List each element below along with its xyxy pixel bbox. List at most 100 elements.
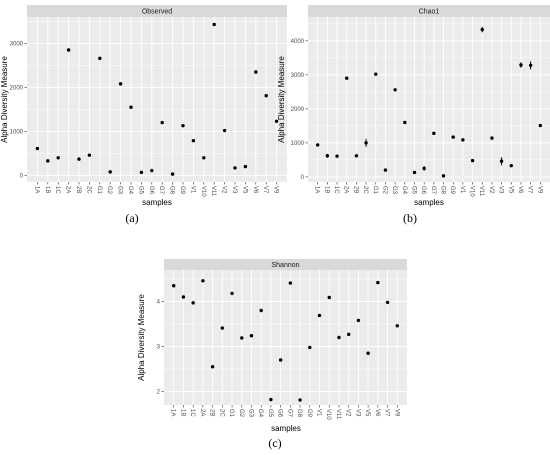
data-point: [354, 154, 359, 158]
x-tick-label: V11: [210, 186, 216, 197]
data-point: [118, 82, 123, 86]
x-tick-label: 2B: [75, 186, 81, 193]
data-point: [395, 324, 399, 328]
facet-title: Observed: [142, 9, 172, 16]
data-point: [499, 159, 504, 163]
data-point: [129, 105, 133, 109]
y-tick-label: 4: [157, 300, 161, 306]
x-tick-label: V11: [335, 409, 341, 420]
data-point: [220, 326, 225, 330]
x-tick-label: V9: [273, 186, 279, 194]
x-tick-label: V1: [189, 186, 195, 194]
data-point: [385, 300, 390, 305]
data-point: [264, 94, 268, 98]
data-point: [315, 143, 320, 147]
x-tick-label: 1A: [170, 409, 176, 416]
x-tick-label: G5: [410, 186, 416, 195]
data-point: [278, 358, 283, 362]
x-tick-label: G9: [306, 409, 312, 418]
y-tick-label: 2: [157, 390, 161, 396]
facet-title: Shannon: [271, 262, 299, 269]
x-tick-label: V5: [364, 409, 370, 417]
data-point: [139, 170, 144, 175]
data-point: [210, 365, 215, 369]
data-point: [441, 174, 446, 178]
x-tick-label: V2: [488, 186, 494, 194]
x-tick-label: 2A: [343, 186, 349, 193]
x-tick-label: 1A: [314, 186, 320, 193]
data-point: [274, 119, 279, 123]
x-tick-label: G6: [420, 186, 426, 195]
x-tick-label: V2: [345, 409, 351, 417]
x-tick-label: G4: [401, 186, 407, 195]
data-point: [317, 313, 322, 318]
x-tick-label: 1C: [54, 186, 60, 194]
x-tick-label: V7: [527, 186, 533, 194]
data-point: [412, 170, 417, 175]
x-tick-label: V9: [393, 409, 399, 417]
plot-panel: [164, 270, 407, 405]
x-axis-title: samples: [142, 198, 172, 207]
x-tick-label: G8: [296, 409, 302, 418]
data-point: [87, 153, 92, 157]
data-point: [366, 351, 370, 355]
x-tick-label: V7: [262, 186, 268, 194]
data-point: [254, 70, 258, 74]
x-tick-label: G2: [106, 186, 112, 195]
y-axis-title: Alpha Diversity Measure: [137, 294, 146, 381]
data-point: [230, 291, 234, 296]
x-tick-label: V10: [469, 186, 475, 197]
x-tick-label: G4: [127, 186, 133, 195]
x-tick-label: G7: [158, 186, 164, 195]
data-point: [376, 280, 380, 285]
data-point: [470, 158, 475, 163]
data-point: [519, 63, 523, 67]
x-tick-label: G2: [238, 409, 244, 418]
x-tick-label: V10: [200, 186, 206, 197]
chart-chao1: Chao1 0 1000 2000 3000 4000 1A 1B 1C 2A 2B 2C G1 G2 G3…: [277, 5, 550, 225]
x-tick-label: 2B: [209, 409, 215, 416]
data-point: [337, 335, 341, 340]
x-tick-label: G9: [449, 186, 455, 195]
x-tick-label: V7: [384, 409, 390, 417]
y-axis-title: Alpha Diversity Measure: [0, 56, 9, 143]
data-point: [46, 159, 50, 163]
data-point: [345, 76, 349, 80]
data-point: [240, 336, 244, 340]
data-point: [298, 398, 302, 402]
data-point: [325, 154, 330, 158]
data-point: [77, 157, 81, 161]
x-tick-label: G7: [430, 186, 436, 195]
x-tick-label: V5: [241, 186, 247, 194]
data-point: [181, 123, 185, 128]
data-point: [356, 318, 361, 323]
y-tick-label: 1000: [10, 129, 24, 135]
x-tick-label: V9: [536, 186, 542, 194]
x-tick-label: 1C: [333, 186, 339, 194]
data-point: [422, 166, 426, 171]
x-axis-title: samples: [271, 424, 301, 433]
x-tick-label: 2C: [362, 186, 368, 194]
data-point: [222, 128, 227, 133]
x-tick-label: G8: [440, 186, 446, 195]
data-point: [480, 27, 484, 32]
x-tick-label: G1: [372, 186, 378, 195]
x-tick-label: V11: [478, 186, 484, 197]
data-point: [509, 163, 513, 168]
y-tick-label: 2000: [291, 107, 305, 113]
data-point: [191, 301, 195, 305]
facet-strip: [308, 5, 550, 17]
y-tick-label: 3: [157, 345, 161, 351]
x-tick-label: V10: [325, 409, 331, 420]
x-tick-label: V5: [507, 186, 513, 194]
x-tick-label: G3: [117, 186, 123, 195]
data-point: [364, 141, 368, 145]
y-tick-label: 1000: [291, 141, 305, 147]
data-point: [259, 308, 263, 313]
data-point: [461, 138, 465, 142]
data-point: [432, 131, 436, 136]
x-tick-label: G2: [381, 186, 387, 195]
y-tick-label: 4000: [291, 39, 305, 45]
data-point: [98, 56, 102, 61]
